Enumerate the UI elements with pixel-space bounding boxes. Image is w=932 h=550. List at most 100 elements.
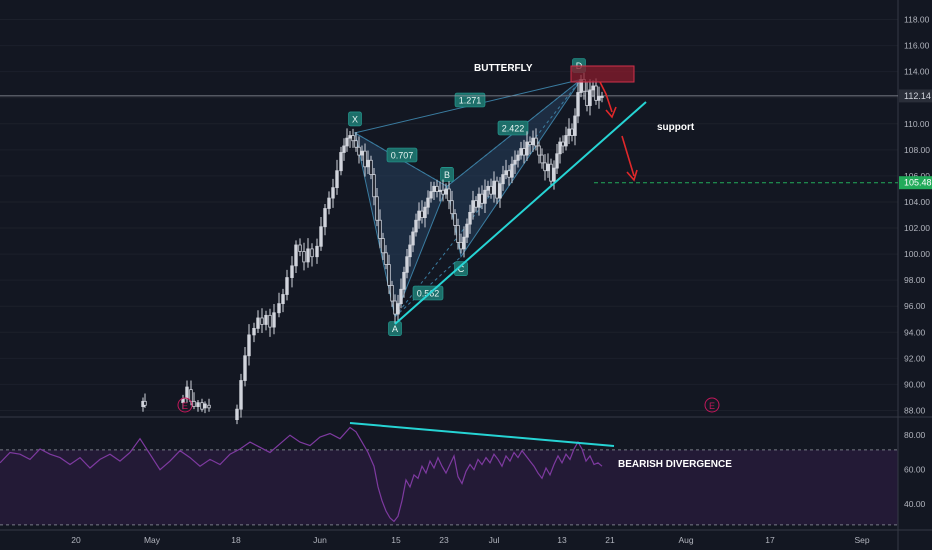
candle-body	[465, 223, 469, 238]
ratio-label[interactable]: 1.271	[454, 92, 486, 108]
pattern-point-b[interactable]: B	[440, 167, 454, 182]
label-text: A	[392, 324, 398, 334]
earnings-label: E	[709, 401, 715, 411]
candle-body	[235, 408, 239, 421]
price-tick-label: 100.00	[904, 249, 930, 259]
candle-body	[200, 402, 204, 410]
candle-body	[285, 277, 289, 295]
candle-body	[319, 226, 323, 247]
candle-body	[420, 210, 424, 219]
candle-body	[192, 400, 196, 407]
candle-body	[591, 85, 595, 91]
price-candles	[141, 72, 604, 425]
time-axis[interactable]: 20 May 18 Jun 15 23 Jul 13 21 Aug 17 Sep	[71, 535, 870, 545]
rsi-tick-label: 40.00	[904, 499, 926, 509]
candle-body	[486, 185, 490, 191]
support-trendline[interactable]	[394, 101, 647, 325]
candle-body	[561, 141, 565, 147]
earnings-marker-aug[interactable]: E	[704, 397, 720, 413]
last-price-tag: 112.14	[899, 89, 932, 103]
candle-body	[272, 312, 276, 328]
ratio-label[interactable]: 0.562	[412, 285, 444, 301]
ratio-label[interactable]: 2.422	[497, 120, 529, 136]
candle-body	[335, 170, 339, 189]
time-tick-label: 20	[71, 535, 81, 545]
pattern-point-x[interactable]: X	[348, 111, 362, 127]
candle-body	[351, 135, 355, 142]
candle-body	[384, 252, 388, 265]
candle-body	[495, 180, 499, 199]
candle-body	[396, 303, 400, 315]
candle-body	[507, 170, 511, 178]
candle-body	[268, 314, 272, 328]
candle-body	[331, 187, 335, 199]
candle-body	[387, 264, 391, 286]
label-text: C	[458, 264, 465, 274]
candle-body	[513, 159, 517, 165]
candle-body	[504, 170, 508, 176]
candle-body	[375, 196, 379, 221]
time-tick-label: May	[144, 535, 161, 545]
candle-body	[435, 185, 439, 192]
price-tick-label: 104.00	[904, 197, 930, 207]
candle-body	[471, 200, 475, 213]
candle-body	[408, 244, 412, 258]
candle-body	[310, 248, 314, 258]
candle-body	[363, 150, 367, 168]
candle-body	[480, 193, 484, 204]
candle-body	[501, 174, 505, 185]
candle-body	[525, 141, 529, 156]
earnings-label: E	[182, 401, 188, 411]
last-price-value: 112.14	[904, 91, 931, 101]
earnings-marker-may[interactable]: E	[177, 397, 193, 413]
candle-body	[381, 238, 385, 254]
candle-body	[510, 163, 514, 178]
arrow-down-1[interactable]	[599, 81, 613, 113]
support-label: support	[657, 122, 695, 133]
candle-body	[260, 317, 264, 325]
candle-body	[247, 334, 251, 357]
candle-body	[290, 265, 294, 278]
level-price-value: 105.48	[904, 178, 932, 188]
candle-body	[426, 197, 430, 208]
candle-body	[522, 148, 526, 156]
reversal-zone[interactable]	[570, 65, 635, 83]
time-tick-label: 17	[765, 535, 775, 545]
pattern-point-c[interactable]: C	[454, 261, 468, 277]
arrow-head-1	[605, 106, 617, 119]
candle-body	[390, 284, 394, 302]
candle-body	[366, 159, 370, 168]
candle-body	[432, 185, 436, 192]
time-tick-label: 15	[391, 535, 401, 545]
ratio-label[interactable]: 0.707	[386, 147, 418, 163]
candle-body	[492, 180, 496, 195]
rsi-axis[interactable]: 80.00 60.00 40.00	[904, 430, 926, 509]
time-tick-label: 21	[605, 535, 615, 545]
candle-body	[372, 174, 376, 198]
rsi-band	[0, 449, 898, 525]
candle-body	[345, 137, 349, 147]
candle-body	[306, 248, 310, 263]
time-tick-label: 13	[557, 535, 567, 545]
label-box	[454, 92, 486, 108]
divergence-label: BEARISH DIVERGENCE	[618, 459, 732, 470]
candle-body	[576, 92, 580, 117]
candle-body	[203, 403, 207, 409]
candle-body	[207, 404, 211, 409]
candle-body	[543, 162, 547, 172]
candle-body	[414, 219, 418, 233]
candle-body	[597, 96, 601, 101]
candle-body	[588, 89, 592, 106]
rsi-tick-label: 80.00	[904, 430, 926, 440]
candle-body	[567, 128, 571, 136]
candle-body	[277, 303, 281, 314]
candle-body	[323, 208, 327, 228]
candle-body	[438, 189, 442, 192]
label-text: 0.707	[391, 151, 414, 161]
price-tick-label: 106.00	[904, 171, 930, 181]
candle-body	[243, 355, 247, 381]
divergence-line[interactable]	[349, 422, 615, 447]
arrow-down-2[interactable]	[621, 135, 635, 177]
price-tick-label: 94.00	[904, 327, 926, 337]
label-box	[454, 261, 468, 277]
